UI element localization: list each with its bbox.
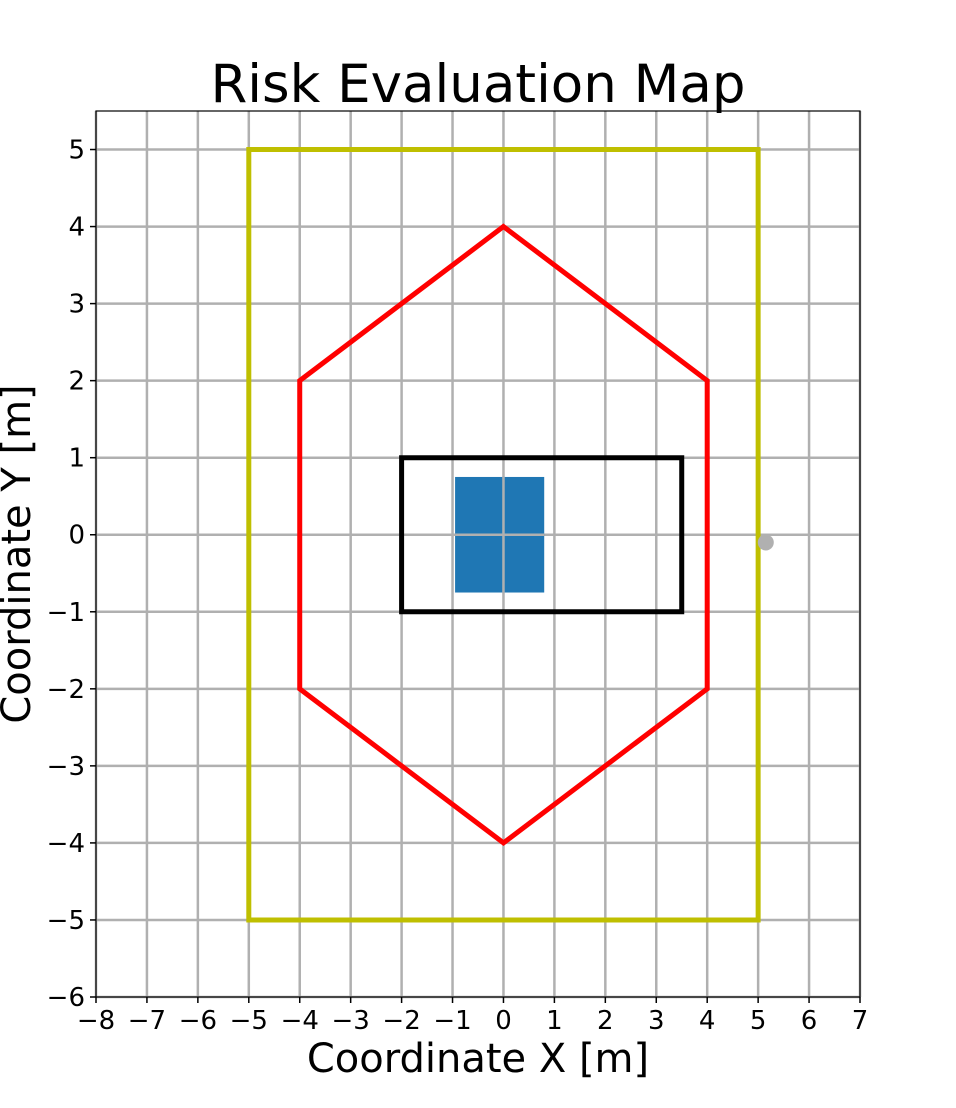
overlay-grid	[455, 476, 545, 593]
y-tick-label: 1	[68, 444, 85, 474]
y-tick-label: −5	[47, 906, 85, 936]
x-tick-label: −8	[77, 1006, 115, 1036]
y-tick-label: 2	[68, 367, 85, 397]
y-tick-label: −4	[47, 829, 85, 859]
y-tick-label: 5	[68, 136, 85, 166]
y-tick-label: 4	[68, 213, 85, 243]
x-tick-label: 1	[546, 1006, 563, 1036]
chart-title: Risk Evaluation Map	[210, 54, 745, 115]
x-axis-label: Coordinate X [m]	[307, 1036, 649, 1082]
x-tick-label: −3	[332, 1006, 370, 1036]
x-tick-label: −6	[179, 1006, 217, 1036]
outer-boundary-rectangle	[246, 147, 761, 923]
x-tick-label: −2	[382, 1006, 420, 1036]
x-tick-label: 5	[750, 1006, 767, 1036]
x-tick-label: −4	[281, 1006, 319, 1036]
x-tick-label: 2	[597, 1006, 614, 1036]
x-tick-label: −5	[230, 1006, 268, 1036]
y-tick-label: 3	[68, 290, 85, 320]
y-tick-label: −2	[47, 675, 85, 705]
point-layer	[757, 534, 774, 551]
x-tick-label: −7	[128, 1006, 166, 1036]
inner-rectangle	[399, 455, 685, 615]
y-tick-label: 0	[68, 521, 85, 551]
x-tick-label: 7	[852, 1006, 869, 1036]
gray-point	[757, 534, 774, 551]
hexagon-zone	[297, 223, 710, 847]
shape-layer	[246, 147, 761, 923]
y-axis-label: Coordinate Y [m]	[0, 384, 40, 723]
x-tick-label: −1	[433, 1006, 471, 1036]
axes-frame	[95, 110, 861, 998]
x-tick-label: 4	[699, 1006, 716, 1036]
tick-layer: −8 −7 −6 −5 −4 −3 −2 −1 0 1 2 3 4 5 6 7 −6 −5 −4 −3 −2 −1 0 1 2 3…	[47, 136, 869, 1036]
y-tick-label: −3	[47, 752, 85, 782]
x-tick-label: 3	[648, 1006, 665, 1036]
x-tick-label: 6	[801, 1006, 818, 1036]
x-tick-label: 0	[495, 1006, 512, 1036]
y-tick-label: −1	[47, 598, 85, 628]
y-tick-label: −6	[47, 983, 85, 1013]
